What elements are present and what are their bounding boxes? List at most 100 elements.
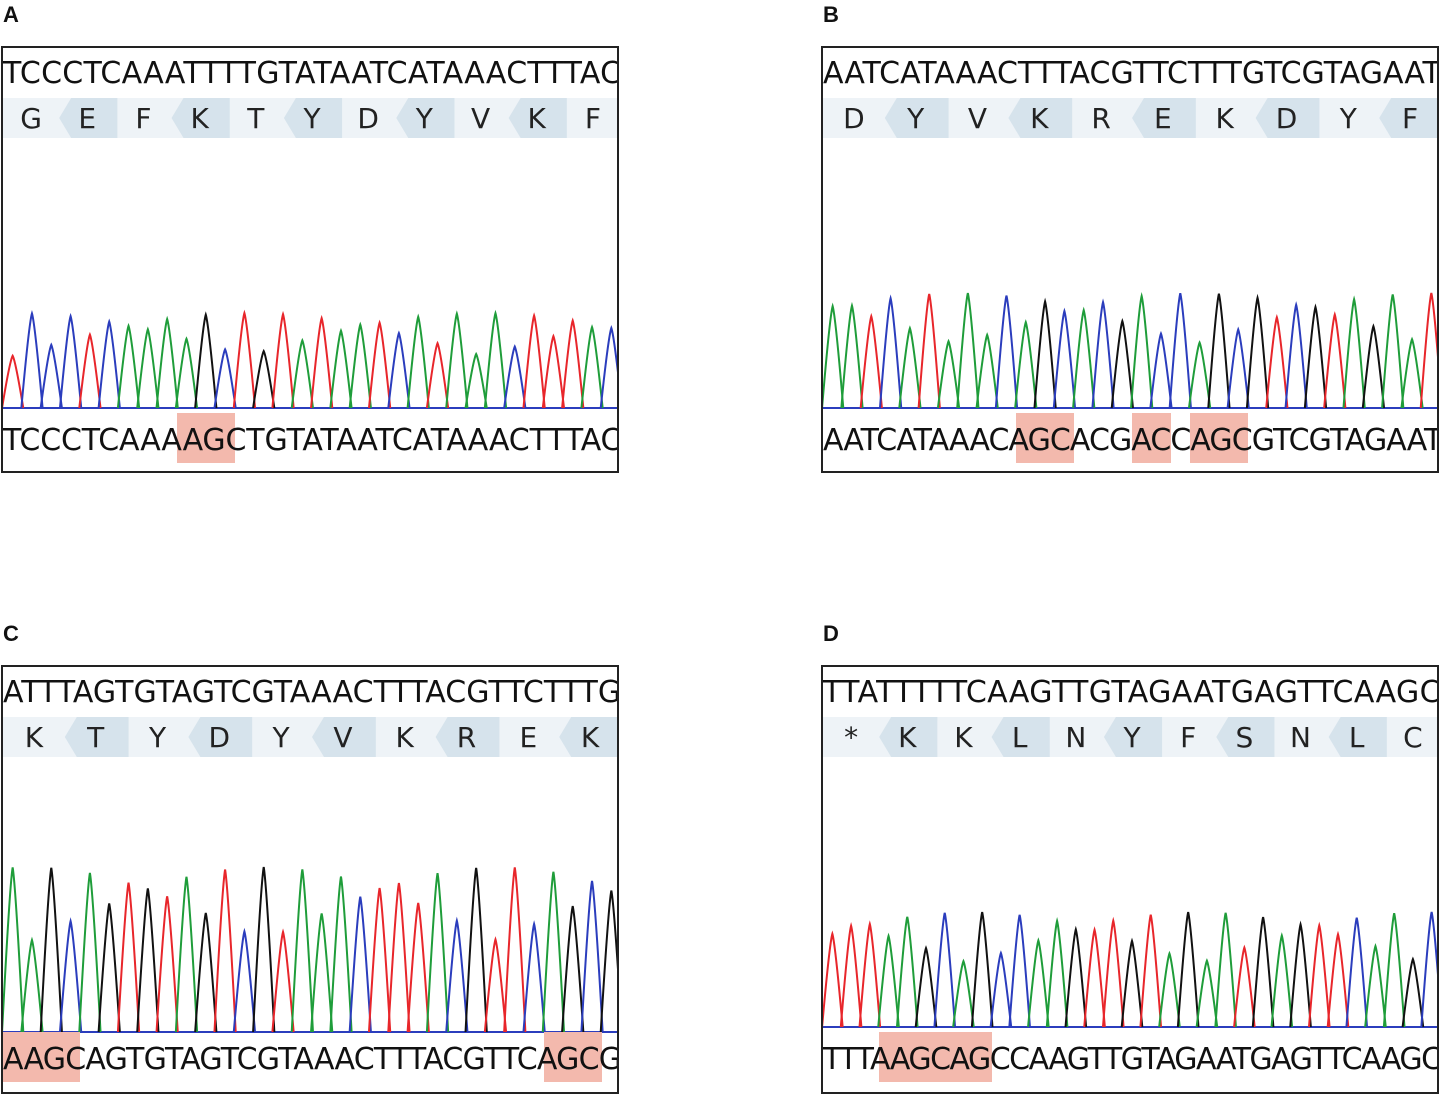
chromatogram-trace — [3, 309, 617, 409]
trace-peak — [1149, 330, 1173, 409]
amino-acid-letter: F — [1402, 102, 1419, 135]
amino-acid-letter: K — [1215, 102, 1234, 135]
codon-block — [188, 717, 253, 757]
amino-acid-translation-strip: * K K L N Y F S N L C — [823, 717, 1437, 757]
amino-acid-letter: D — [208, 721, 231, 754]
trace-peak — [1270, 932, 1294, 1028]
trace-peak — [1045, 917, 1069, 1028]
trace-peak — [213, 347, 237, 409]
trace-peak — [1265, 313, 1289, 409]
trace-peak — [194, 912, 218, 1033]
amino-acid-letter: K — [898, 721, 917, 754]
chromatogram-trace — [3, 866, 617, 1033]
panel-label-c: C — [3, 621, 19, 646]
trace-peak — [3, 867, 25, 1033]
trace-peak — [1420, 911, 1437, 1028]
trace-peak — [1345, 917, 1369, 1028]
amino-acid-letter: V — [967, 102, 988, 135]
mutation-highlight — [1132, 413, 1171, 463]
trace-peak — [541, 871, 566, 1033]
mutation-highlight — [3, 1032, 81, 1082]
codon-block — [991, 717, 1050, 757]
trace-peak — [1168, 292, 1192, 409]
trace-peak — [252, 866, 276, 1033]
trace-peak — [541, 333, 566, 409]
chromatogram-panel-b: AATCATAAACTTTACGTTCTTTGTCGTAGAAT D Y V K R E K… — [821, 46, 1439, 473]
codon-block — [1103, 717, 1163, 757]
codon-block — [435, 717, 500, 757]
trace-peak — [858, 920, 882, 1028]
trace-peak — [522, 920, 546, 1033]
amino-acid-letter: F — [1180, 721, 1197, 754]
trace-peak — [1382, 913, 1406, 1028]
trace-peak — [252, 348, 276, 409]
panel-label-a: A — [3, 2, 19, 27]
trace-peak — [823, 302, 845, 409]
amino-acid-letter: S — [1235, 721, 1254, 754]
panel-label-d: D — [823, 621, 839, 646]
amino-acid-letter: F — [135, 102, 152, 135]
called-sequence: AATCATAAACAGCACGACCAGCGTCGTAGAAT — [823, 423, 1439, 458]
chromatogram-panel-c: ATTTAGTGTAGTCGTAAACTTTACGTTCTTTG K T Y D Y V K… — [1, 665, 619, 1094]
mutation-highlight — [879, 1032, 992, 1082]
trace-peak — [1101, 916, 1125, 1028]
amino-acid-letter: R — [456, 721, 477, 754]
trace-peak — [1214, 912, 1237, 1028]
trace-peak — [859, 312, 883, 409]
trace-peak — [1381, 294, 1405, 409]
trace-peak — [933, 912, 957, 1028]
trace-peak — [39, 342, 63, 409]
trace-peak — [1033, 297, 1057, 409]
trace-peak — [1176, 911, 1200, 1028]
amino-acid-letter: N — [1290, 721, 1311, 754]
codon-block — [1379, 98, 1437, 138]
panel-label-b: B — [823, 2, 839, 27]
amino-acid-letter: Y — [907, 102, 925, 135]
trace-peak — [232, 309, 257, 409]
reference-sequence: TTATTTTTCAAGTTGTAGAATGAGTTCAAGC — [823, 675, 1439, 710]
trace-peak — [898, 325, 922, 409]
trace-peak — [561, 905, 585, 1033]
amino-acid-letter: L — [1348, 721, 1365, 754]
trace-peak — [994, 295, 1019, 409]
amino-acid-letter: K — [190, 102, 209, 135]
trace-peak — [1083, 926, 1106, 1028]
trace-peak — [445, 916, 469, 1033]
trace-peak — [39, 867, 63, 1033]
trace-peak — [1014, 319, 1038, 409]
trace-peak — [1364, 943, 1387, 1028]
trace-peak — [136, 326, 160, 409]
mutation-highlight — [1016, 413, 1075, 463]
trace-peak — [136, 888, 160, 1033]
trace-peak — [116, 882, 141, 1033]
codon-block — [59, 98, 118, 138]
called-sequence: TCCCTCAAAAGCTGTATAATCATAAACTTTAC — [3, 423, 619, 458]
trace-peak — [1187, 340, 1212, 409]
amino-acid-letter: E — [78, 102, 97, 135]
trace-peak — [1130, 295, 1154, 409]
trace-peak — [917, 293, 941, 409]
codon-block — [396, 98, 455, 138]
trace-peak — [116, 322, 141, 409]
trace-peak — [503, 344, 527, 409]
amino-acid-letter: E — [1154, 102, 1172, 135]
trace-peak — [561, 317, 585, 409]
chromatogram-panel-a: TCCCTCAAATTTTGTATAATCATAAACTTTAC G E F K T Y D… — [1, 46, 619, 473]
trace-peak — [970, 911, 994, 1028]
trace-peak — [445, 310, 469, 409]
codon-block — [1008, 98, 1073, 138]
trace-peak — [194, 311, 218, 409]
codon-block — [559, 717, 617, 757]
trace-peak — [271, 928, 295, 1033]
trace-peak — [483, 309, 508, 409]
trace-peak — [1400, 336, 1424, 409]
mutation-highlight — [1189, 413, 1248, 463]
trace-peak — [839, 921, 863, 1028]
trace-peak — [3, 353, 25, 409]
trace-peak — [232, 927, 257, 1033]
mutation-highlight — [176, 413, 235, 463]
trace-peak — [1207, 293, 1231, 409]
codon-block — [312, 717, 376, 757]
trace-peak — [155, 896, 179, 1033]
trace-peak — [1052, 307, 1077, 409]
